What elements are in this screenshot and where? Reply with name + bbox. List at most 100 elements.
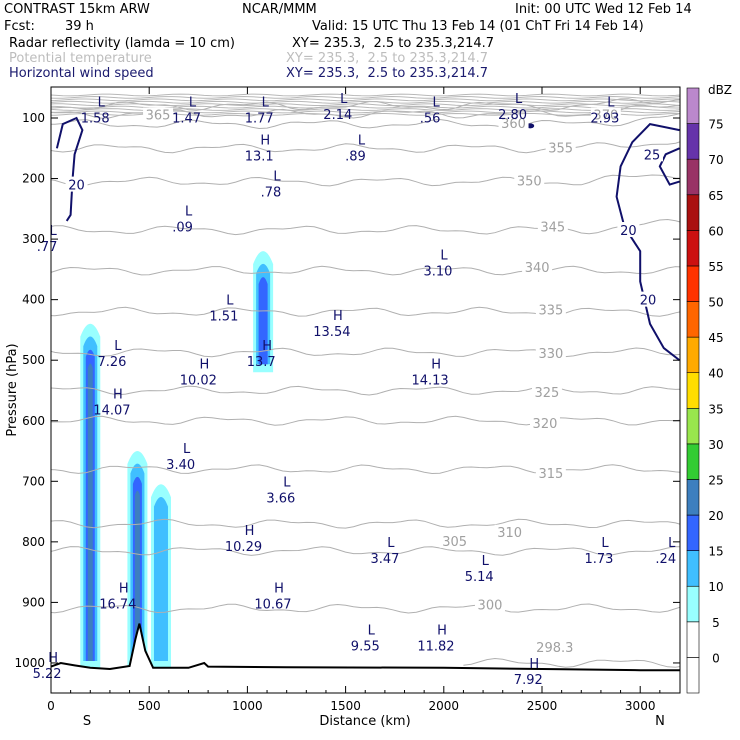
theta-contour-330 <box>51 347 680 358</box>
theta-label-bg <box>545 140 576 155</box>
theta-contour-305 <box>51 546 680 556</box>
wind-extremum-low-marker: L <box>440 248 448 263</box>
wind-extremum-low-marker: L <box>607 96 615 111</box>
wind-extremum-value: 7.92 <box>514 673 543 688</box>
wind-extremum-low-marker: L <box>432 96 440 111</box>
theta-label-bg <box>590 107 621 122</box>
theta-contour-325 <box>51 385 680 396</box>
colorbar-swatch <box>686 657 700 694</box>
wind-label-bg <box>637 291 660 307</box>
theta-label: 310 <box>497 526 522 541</box>
colorbar-level-label: 15 <box>708 545 723 559</box>
colorbar-swatch <box>686 585 700 623</box>
theta-contour-298.3 <box>463 657 680 668</box>
field-xy-reflectivity: XY= 235.3, 2.5 to 235.3,214.7 <box>292 36 495 51</box>
x-tick-label: 2000 <box>429 699 460 713</box>
wind-extremum-low-marker: L <box>668 536 676 551</box>
x-tick-label: 500 <box>138 699 161 713</box>
wind-extremum-value: 1.73 <box>585 552 614 567</box>
wind-extremum-value: 3.10 <box>423 264 452 279</box>
y-tick-label: 1000 <box>14 656 45 670</box>
colorbar-level-label: 25 <box>708 473 723 487</box>
wind-extremum-low-marker: L <box>482 554 490 569</box>
theta-contour-upper <box>51 110 680 114</box>
wind-label-bg <box>617 222 640 238</box>
theta-label: 320 <box>533 417 558 432</box>
wind-extremum-value: 1.58 <box>81 112 110 127</box>
theta-label: 335 <box>538 304 563 319</box>
wind-extremum-low-marker: L <box>340 92 348 107</box>
wind-extremum-value: .56 <box>420 112 441 127</box>
wind-extremum-value: 16.74 <box>99 597 136 612</box>
wind-extremum-value: 9.55 <box>351 640 380 655</box>
theta-contour-310 <box>51 518 680 529</box>
colorbar-swatch <box>686 194 700 231</box>
wind-contour-label: 20 <box>640 294 657 309</box>
forecast-label: Fcst: <box>4 19 35 34</box>
wind-extremum-value: .09 <box>172 221 193 236</box>
theta-label: 370 <box>593 109 618 124</box>
wind-extremum-value: 3.66 <box>266 491 295 506</box>
y-tick-label: 700 <box>22 474 45 488</box>
theta-contour-360 <box>51 113 680 130</box>
colorbar-unit: dBZ <box>708 83 732 97</box>
colorbar-swatch <box>686 230 700 267</box>
theta-label: 330 <box>538 347 563 362</box>
y-tick-label: 300 <box>22 232 45 246</box>
wind-extremum-high-marker: H <box>333 309 343 324</box>
wind-extremum-value: 10.02 <box>180 373 217 388</box>
theta-label: 315 <box>538 467 563 482</box>
theta-label-bg <box>535 302 566 317</box>
wind-extremum-value: 1.51 <box>209 310 238 325</box>
colorbar-level-label: 55 <box>708 260 723 274</box>
reflectivity-cell-2-10 <box>153 496 168 662</box>
wind-extremum-value: 7.26 <box>97 355 126 370</box>
theta-label: 365 <box>146 109 171 124</box>
wind-extremum-low-marker: L <box>273 170 281 185</box>
theta-label-bg <box>514 173 545 188</box>
wind-extremum-high-marker: H <box>245 524 255 539</box>
theta-label: 298.3 <box>536 641 573 656</box>
wind-extremum-value: 3.47 <box>370 552 399 567</box>
wind-extremum-value: 11.82 <box>417 640 454 655</box>
theta-label: 355 <box>548 141 573 156</box>
theta-label-bg <box>535 346 566 361</box>
colorbar-swatch <box>686 336 700 374</box>
theta-contour-335 <box>51 306 680 317</box>
reflectivity-cell-1-20 <box>134 490 140 662</box>
y-tick-label: 500 <box>22 353 45 367</box>
colorbar-swatch <box>686 301 700 338</box>
colorbar-swatch <box>686 514 700 551</box>
wind-label-bg <box>640 146 663 162</box>
init-time: Init: 00 UTC Wed 12 Feb 14 <box>515 2 692 17</box>
theta-label-bg <box>143 107 174 122</box>
wind-extremum-value: 13.54 <box>313 325 350 340</box>
theta-label-bg <box>539 639 570 654</box>
colorbar-level-label: 0 <box>712 651 720 665</box>
field-name-reflectivity: Radar reflectivity (lamda = 10 cm) <box>9 36 235 51</box>
colorbar-level-label: 60 <box>708 224 723 238</box>
colorbar-level-label: 50 <box>708 296 723 310</box>
wind-extremum-value: .77 <box>37 240 58 255</box>
x-axis-title: Distance (km) <box>319 714 410 729</box>
theta-contour-315 <box>51 464 680 475</box>
colorbar-swatch <box>686 621 700 658</box>
wind-extremum-value: 1.47 <box>172 112 201 127</box>
wind-extremum-low-marker: L <box>515 92 523 107</box>
x-tick-label: 1000 <box>232 699 263 713</box>
wind-extremum-low-marker: L <box>189 96 197 111</box>
colorbar-swatch <box>686 550 700 587</box>
theta-contour-345 <box>51 218 680 236</box>
reflectivity-cell-0-20 <box>87 363 93 662</box>
y-tick-label: 900 <box>22 595 45 609</box>
colorbar-level-label: 5 <box>712 616 720 630</box>
wind-extremum-value: 2.93 <box>590 112 619 127</box>
wind-extremum-low-marker: L <box>114 339 122 354</box>
wind-extremum-value: 14.07 <box>93 404 130 419</box>
wind-extremum-high-marker: H <box>48 651 58 666</box>
wind-extremum-value: .89 <box>345 149 366 164</box>
forecast-hour: 39 h <box>65 19 94 34</box>
y-tick-label: 100 <box>22 111 45 125</box>
colorbar-level-label: 75 <box>708 118 723 132</box>
